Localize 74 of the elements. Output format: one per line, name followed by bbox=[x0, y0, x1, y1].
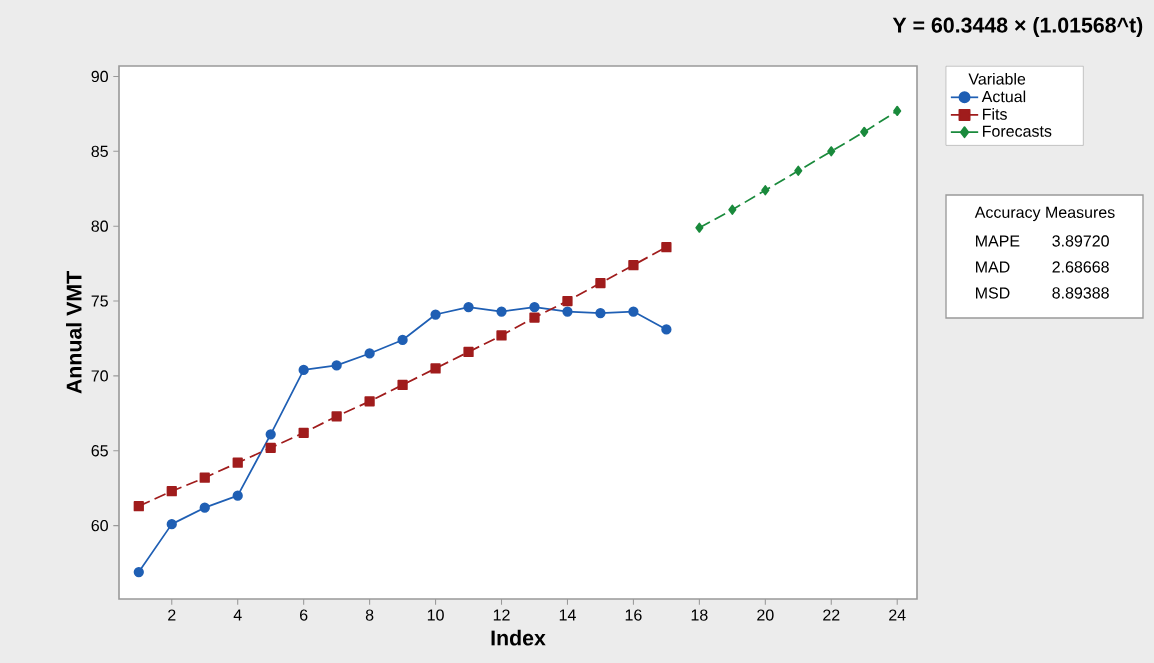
text: MSD bbox=[976, 287, 1010, 299]
y-tick-label: 70 bbox=[91, 370, 108, 382]
y-tick-label: 85 bbox=[91, 145, 108, 157]
point bbox=[298, 364, 309, 376]
point bbox=[893, 105, 902, 117]
legend-label: Fits bbox=[983, 108, 1007, 120]
point bbox=[529, 301, 540, 313]
x-tick-label: 14 bbox=[559, 609, 576, 621]
x-axis-title: Index bbox=[491, 629, 546, 646]
point bbox=[794, 165, 803, 176]
x-tick-label: 12 bbox=[493, 609, 510, 621]
point bbox=[298, 427, 309, 438]
text: MAD bbox=[976, 261, 1010, 273]
point bbox=[562, 306, 573, 317]
text: Accuracy Measures bbox=[974, 206, 1115, 222]
point bbox=[661, 324, 672, 335]
point bbox=[199, 472, 210, 483]
point bbox=[166, 518, 177, 530]
y-tick-label: 80 bbox=[91, 220, 108, 232]
point bbox=[728, 204, 737, 215]
point bbox=[133, 501, 144, 512]
text: Y = 60.3448 × (1.01568^t) bbox=[892, 17, 1143, 37]
legend-label: Actual bbox=[981, 90, 1026, 103]
y-tick-label: 75 bbox=[91, 295, 108, 307]
point bbox=[166, 486, 177, 497]
point bbox=[695, 222, 704, 233]
point bbox=[265, 429, 276, 440]
text: 2.68668 bbox=[1052, 261, 1109, 273]
point bbox=[133, 566, 144, 578]
point bbox=[529, 312, 540, 323]
x-tick-label: 8 bbox=[365, 609, 374, 621]
x-tick-label: 20 bbox=[757, 609, 774, 621]
x-tick-label: 4 bbox=[233, 609, 242, 621]
point bbox=[463, 346, 474, 358]
point bbox=[364, 348, 375, 359]
point bbox=[463, 301, 474, 313]
point bbox=[430, 363, 441, 374]
x-tick-label: 18 bbox=[691, 609, 708, 621]
y-tick-label: 60 bbox=[91, 519, 108, 532]
point bbox=[232, 490, 243, 501]
x-tick-label: 2 bbox=[168, 609, 176, 621]
text: 3.89720 bbox=[1052, 235, 1109, 247]
point bbox=[496, 330, 507, 341]
point bbox=[397, 334, 408, 346]
text: MAPE bbox=[976, 235, 1020, 247]
y-tick-label: 90 bbox=[91, 70, 108, 83]
x-tick-label: 16 bbox=[625, 609, 642, 621]
y-axis-title: Annual VMT bbox=[65, 271, 82, 394]
point bbox=[199, 502, 210, 513]
point bbox=[761, 185, 770, 196]
point bbox=[827, 146, 836, 157]
point bbox=[496, 306, 507, 317]
x-tick-label: 10 bbox=[427, 609, 444, 621]
point bbox=[628, 306, 639, 317]
point bbox=[397, 379, 408, 391]
text: 8.89388 bbox=[1052, 287, 1109, 299]
point bbox=[595, 277, 606, 289]
point bbox=[661, 242, 672, 253]
point bbox=[331, 360, 342, 371]
point bbox=[628, 259, 639, 271]
point bbox=[331, 411, 342, 422]
x-tick-label: 6 bbox=[300, 609, 308, 621]
x-tick-label: 22 bbox=[823, 609, 840, 621]
point bbox=[860, 126, 869, 137]
x-tick-label: 24 bbox=[889, 609, 906, 621]
point bbox=[364, 396, 375, 407]
legend-label: Forecasts bbox=[983, 125, 1052, 137]
point bbox=[430, 309, 441, 320]
legend-title: Variable bbox=[968, 72, 1026, 85]
point bbox=[232, 457, 243, 468]
point bbox=[562, 295, 573, 307]
y-tick-label: 65 bbox=[91, 445, 108, 457]
point bbox=[595, 307, 606, 319]
point bbox=[265, 442, 276, 453]
